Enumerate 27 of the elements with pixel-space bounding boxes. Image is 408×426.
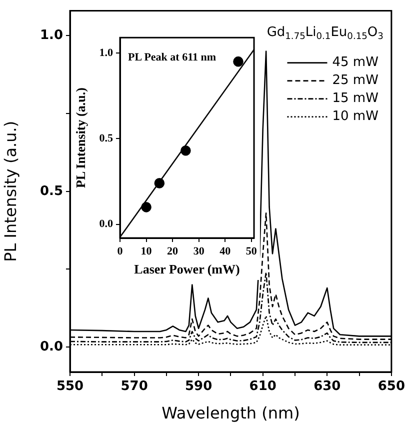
legend-label: 15 mW <box>332 91 379 106</box>
x-tick-label: 40 <box>220 245 232 258</box>
x-axis-title: Wavelength (nm) <box>162 404 300 423</box>
y-tick-label: 0.5 <box>40 184 63 199</box>
y-tick-label: 0.0 <box>40 339 63 354</box>
x-tick-label: 650 <box>378 379 405 394</box>
x-tick-label: 30 <box>193 245 205 258</box>
x-tick-label: 0 <box>117 245 124 258</box>
y-axis-title: PL Intensity (a.u.) <box>0 120 20 262</box>
y-axis-title: PL Intensity (a.u.) <box>73 88 88 188</box>
x-tick-label: 630 <box>314 379 341 394</box>
x-tick-label: 550 <box>56 379 84 394</box>
y-tick-label: 1.0 <box>99 46 114 59</box>
x-tick-label: 10 <box>140 245 152 258</box>
x-tick-label: 610 <box>249 379 276 394</box>
legend-label: 10 mW <box>332 109 379 124</box>
legend-label: 45 mW <box>332 55 379 70</box>
annotation: PL Peak at 611 nm <box>128 51 216 64</box>
y-tick-label: 0.0 <box>99 218 114 230</box>
x-axis-title: Laser Power (mW) <box>134 262 240 277</box>
y-tick-label: 0.5 <box>99 132 114 144</box>
legend-label: 25 mW <box>332 73 379 88</box>
x-tick-label: 20 <box>167 245 179 258</box>
x-tick-label: 570 <box>120 379 148 394</box>
x-tick-label: 50 <box>246 245 258 258</box>
x-tick-label: 590 <box>185 379 212 394</box>
y-tick-label: 1.0 <box>40 28 63 44</box>
